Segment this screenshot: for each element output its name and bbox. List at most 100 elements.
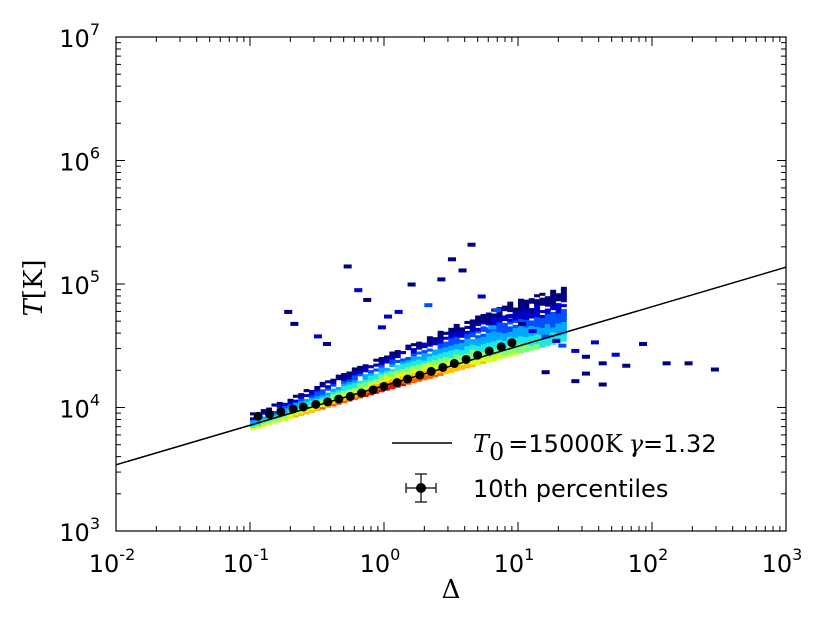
histogram-bin-793 bbox=[555, 305, 562, 309]
histogram-bin-667 bbox=[523, 334, 530, 338]
histogram-bin-683 bbox=[528, 345, 535, 349]
histogram-bin-357 bbox=[432, 364, 439, 368]
histogram-bin-510 bbox=[480, 351, 487, 355]
histogram-bin-122 bbox=[330, 388, 337, 392]
histogram-bin-280 bbox=[400, 358, 407, 362]
histogram-bin-693 bbox=[528, 320, 535, 324]
histogram-bin-153 bbox=[346, 383, 353, 387]
histogram-bin-179 bbox=[357, 373, 364, 377]
histogram-bin-772 bbox=[550, 304, 557, 308]
histogram-bin-304 bbox=[410, 357, 417, 362]
histogram-bin-71 bbox=[303, 408, 310, 412]
histogram-bin-802 bbox=[560, 328, 567, 332]
histogram-bin-124 bbox=[330, 381, 337, 385]
histogram-bin-381 bbox=[437, 338, 444, 342]
histogram-bin-450 bbox=[459, 332, 465, 336]
histogram-bin-794 bbox=[555, 303, 562, 307]
histogram-bin-265 bbox=[394, 364, 401, 368]
histogram-bin-58 bbox=[292, 402, 299, 406]
histogram-bin-336 bbox=[421, 345, 428, 349]
histogram-outlier-bin-9 bbox=[424, 303, 433, 308]
histogram-bin-570 bbox=[496, 339, 503, 343]
histogram-bin-123 bbox=[330, 383, 337, 387]
histogram-bin-221 bbox=[378, 379, 385, 383]
histogram-bin-121 bbox=[330, 391, 337, 395]
legend-t0-symbol: T bbox=[473, 430, 491, 458]
histogram-bin-720 bbox=[534, 294, 541, 298]
histogram-bin-515 bbox=[480, 338, 487, 342]
histogram-bin-419 bbox=[453, 365, 460, 369]
histogram-bin-622 bbox=[512, 349, 519, 353]
histogram-bin-438 bbox=[459, 364, 465, 368]
histogram-bin-462 bbox=[464, 343, 471, 347]
percentile-point-17 bbox=[449, 359, 459, 369]
histogram-bin-43 bbox=[282, 405, 289, 409]
histogram-bin-317 bbox=[416, 361, 423, 365]
percentile-point-11 bbox=[379, 381, 389, 391]
histogram-bin-461 bbox=[464, 345, 471, 349]
histogram-bin-331 bbox=[421, 359, 428, 364]
histogram-bin-144 bbox=[341, 378, 348, 382]
histogram-bin-470 bbox=[469, 363, 476, 367]
histogram-bin-754 bbox=[544, 303, 551, 307]
histogram-bin-186 bbox=[362, 386, 369, 390]
histogram-outlier-bin-35 bbox=[437, 277, 446, 282]
histogram-bin-726 bbox=[539, 332, 546, 336]
histogram-bin-641 bbox=[518, 345, 524, 349]
histogram-bin-815 bbox=[560, 291, 567, 295]
histogram-bin-365 bbox=[432, 339, 439, 343]
histogram-bin-181 bbox=[357, 368, 364, 372]
histogram-bin-480 bbox=[469, 339, 476, 343]
histogram-bin-797 bbox=[555, 293, 562, 297]
histogram-bin-718 bbox=[534, 301, 541, 305]
histogram-bin-277 bbox=[400, 365, 407, 369]
histogram-bin-663 bbox=[523, 344, 530, 348]
histogram-bin-335 bbox=[421, 350, 428, 354]
histogram-bin-378 bbox=[437, 345, 444, 349]
histogram-bin-611 bbox=[507, 331, 514, 335]
histogram-bin-273 bbox=[400, 375, 407, 379]
histogram-bin-334 bbox=[421, 352, 428, 356]
histogram-bin-429 bbox=[453, 341, 460, 345]
histogram-bin-652 bbox=[518, 318, 524, 322]
histogram-bin-50 bbox=[287, 403, 294, 407]
histogram-bin-293 bbox=[405, 347, 412, 351]
histogram-bin-115 bbox=[325, 380, 331, 384]
histogram-bin-299 bbox=[410, 370, 417, 374]
histogram-bin-543 bbox=[491, 357, 498, 362]
histogram-bin-609 bbox=[507, 336, 514, 340]
histogram-outlier-bin-33 bbox=[598, 382, 607, 387]
histogram-bin-577 bbox=[496, 321, 503, 325]
histogram-bin-74 bbox=[303, 401, 310, 405]
histogram-bin-12 bbox=[260, 423, 267, 428]
histogram-bin-316 bbox=[416, 363, 423, 367]
histogram-bin-406 bbox=[448, 355, 455, 359]
x-tick-label-exponent: 3 bbox=[792, 545, 802, 564]
x-tick-label-1: 10-1 bbox=[223, 545, 270, 578]
histogram-bin-82 bbox=[308, 399, 315, 403]
histogram-bin-800 bbox=[560, 333, 567, 337]
histogram-bin-750 bbox=[544, 315, 551, 320]
legend-gamma-symbol: γ bbox=[629, 430, 644, 458]
histogram-bin-775 bbox=[550, 297, 557, 301]
histogram-bin-383 bbox=[437, 333, 444, 337]
histogram-bin-61 bbox=[298, 412, 305, 416]
histogram-bin-366 bbox=[432, 337, 439, 341]
histogram-bin-170 bbox=[351, 369, 358, 373]
histogram-bin-727 bbox=[539, 329, 546, 333]
histogram-bin-668 bbox=[523, 331, 530, 335]
y-tick-label-exponent: 7 bbox=[90, 20, 100, 39]
histogram-bin-634 bbox=[512, 317, 519, 321]
y-tick-label-exponent: 5 bbox=[90, 267, 100, 286]
histogram-bin-394 bbox=[442, 349, 449, 353]
histogram-bin-737 bbox=[539, 297, 546, 301]
histogram-bin-745 bbox=[544, 328, 551, 332]
histogram-bin-396 bbox=[442, 344, 449, 348]
histogram-bin-270 bbox=[400, 383, 407, 387]
histogram-bin-538 bbox=[485, 322, 492, 326]
histogram-bin-533 bbox=[485, 337, 492, 341]
histogram-bin-463 bbox=[464, 340, 471, 344]
histogram-bin-808 bbox=[560, 314, 567, 318]
histogram-outlier-bin-12 bbox=[467, 242, 476, 247]
histogram-bin-330 bbox=[421, 362, 428, 366]
